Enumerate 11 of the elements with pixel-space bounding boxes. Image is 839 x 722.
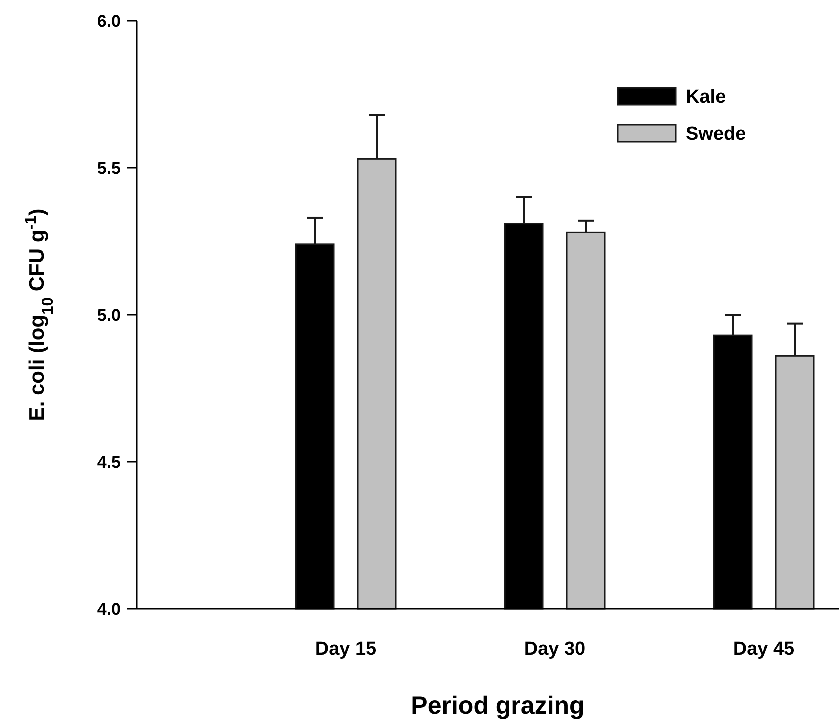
x-tick-label: Day 15 — [315, 639, 378, 660]
legend-label: Kale — [686, 87, 726, 108]
x-tick-label: Day 30 — [524, 639, 586, 660]
y-tick-label: 5.5 — [97, 159, 121, 178]
y-tick-label: 5.0 — [97, 306, 121, 325]
y-tick-label: 4.0 — [97, 600, 121, 619]
y-tick-label: 4.5 — [97, 453, 121, 472]
y-tick-label: 6.0 — [97, 12, 121, 31]
x-axis-title: Period grazing — [411, 692, 585, 720]
x-tick-label: Day 45 — [733, 639, 796, 660]
legend-label: Swede — [686, 124, 746, 145]
